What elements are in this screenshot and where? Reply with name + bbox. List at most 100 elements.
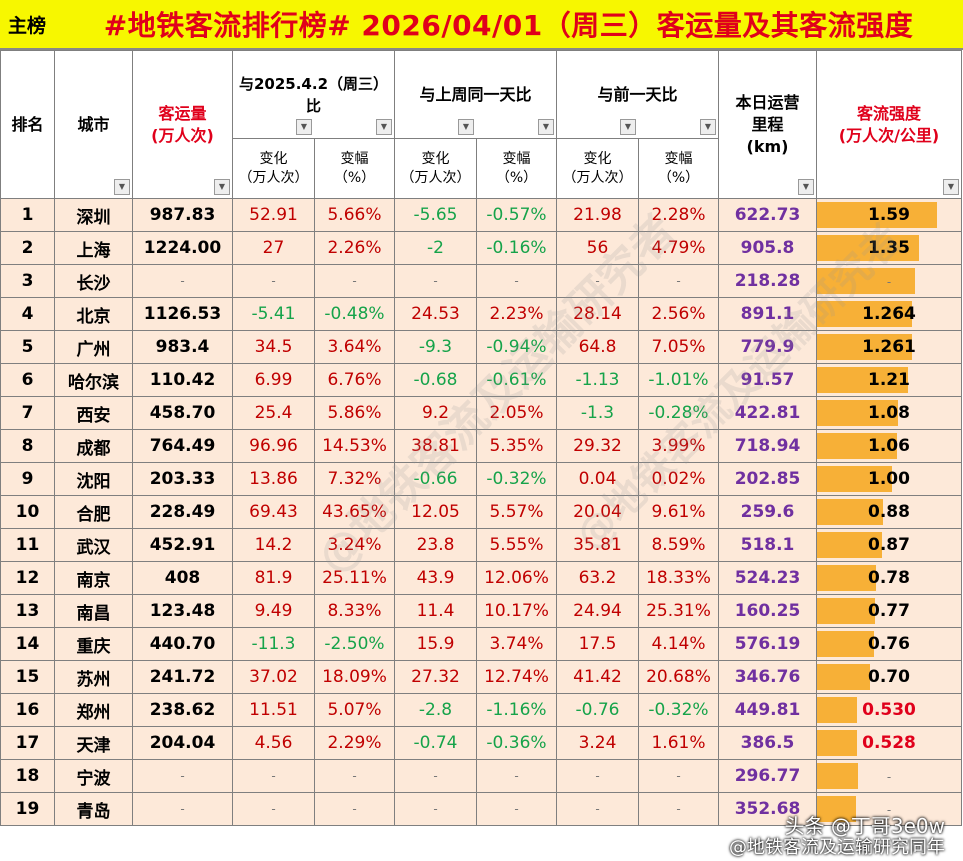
yoy-change-cell: -5.41 bbox=[232, 297, 315, 331]
title-bar: 主榜 #地铁客流排行榜# 2026/04/01（周三）客运量及其客流强度 bbox=[0, 0, 963, 50]
city-cell: 南昌 bbox=[54, 594, 133, 628]
subheader-change: 变化 （万人次） bbox=[556, 138, 639, 199]
filter-dropdown-icon[interactable]: ▼ bbox=[114, 179, 130, 195]
wow-change-cell: -0.74 bbox=[394, 726, 477, 760]
wow-change-cell: 24.53 bbox=[394, 297, 477, 331]
yoy-change-cell: - bbox=[232, 792, 315, 826]
mileage-cell: 524.23 bbox=[718, 561, 817, 595]
subheader-change: 变化 （万人次） bbox=[394, 138, 477, 199]
rank-cell: 10 bbox=[0, 495, 55, 529]
dod-pct-cell: - bbox=[638, 264, 719, 298]
mileage-cell: 386.5 bbox=[718, 726, 817, 760]
dod-pct-cell: - bbox=[638, 759, 719, 793]
city-cell: 重庆 bbox=[54, 627, 133, 661]
passengers-cell: 238.62 bbox=[132, 693, 233, 727]
wow-pct-cell: - bbox=[476, 759, 557, 793]
intensity-cell: 0.88 bbox=[816, 495, 962, 529]
table-row: 18 宁波 - - - - - - -296.77- bbox=[0, 759, 962, 793]
mileage-cell: 259.6 bbox=[718, 495, 817, 529]
rank-cell: 3 bbox=[0, 264, 55, 298]
table-row: 3 长沙 - - - - - - -218.28- bbox=[0, 264, 962, 298]
wow-pct-cell: -0.61% bbox=[476, 363, 557, 397]
passengers-cell: 123.48 bbox=[132, 594, 233, 628]
filter-dropdown-icon[interactable]: ▼ bbox=[458, 119, 474, 135]
intensity-value: 1.00 bbox=[868, 469, 910, 489]
filter-dropdown-icon[interactable]: ▼ bbox=[700, 119, 716, 135]
yoy-change-cell: 11.51 bbox=[232, 693, 315, 727]
yoy-pct-cell: 5.07% bbox=[314, 693, 395, 727]
dod-pct-cell: 2.28% bbox=[638, 198, 719, 232]
passengers-cell: 204.04 bbox=[132, 726, 233, 760]
wow-change-cell: 23.8 bbox=[394, 528, 477, 562]
dod-pct-cell: 4.14% bbox=[638, 627, 719, 661]
rank-cell: 7 bbox=[0, 396, 55, 430]
filter-dropdown-icon[interactable]: ▼ bbox=[538, 119, 554, 135]
rank-cell: 12 bbox=[0, 561, 55, 595]
city-cell: 武汉 bbox=[54, 528, 133, 562]
dod-pct-cell: 20.68% bbox=[638, 660, 719, 694]
ranking-table: 排名 城市 ▼ 客运量 (万人次) ▼ 与2025.4.2（周三） 比 ▼ ▼ 与上周同… bbox=[0, 50, 962, 826]
passengers-cell: 764.49 bbox=[132, 429, 233, 463]
table-row: 5 广州 983.4 34.5 3.64% -9.3 -0.94% 64.8 7.05% 779.… bbox=[0, 330, 962, 364]
table-row: 13 南昌 123.48 9.49 8.33% 11.4 10.17% 24.94 25.31%… bbox=[0, 594, 962, 628]
city-cell: 成都 bbox=[54, 429, 133, 463]
dod-pct-cell: 2.56% bbox=[638, 297, 719, 331]
header-mileage: 本日运营 里程 (km) ▼ bbox=[718, 50, 817, 199]
intensity-value: 0.528 bbox=[862, 733, 916, 753]
intensity-bar bbox=[817, 202, 937, 228]
footer-author: 头条 @丁哥3e0w bbox=[784, 814, 945, 838]
passengers-cell: 440.70 bbox=[132, 627, 233, 661]
filter-dropdown-icon[interactable]: ▼ bbox=[296, 119, 312, 135]
mileage-cell: 622.73 bbox=[718, 198, 817, 232]
intensity-bar bbox=[817, 763, 858, 789]
intensity-value: 1.08 bbox=[868, 403, 910, 423]
yoy-change-cell: - bbox=[232, 759, 315, 793]
mileage-cell: 422.81 bbox=[718, 396, 817, 430]
filter-dropdown-icon[interactable]: ▼ bbox=[798, 179, 814, 195]
yoy-change-cell: 81.9 bbox=[232, 561, 315, 595]
wow-change-cell: - bbox=[394, 264, 477, 298]
intensity-value: 1.261 bbox=[862, 337, 916, 357]
dod-pct-cell: -1.01% bbox=[638, 363, 719, 397]
filter-dropdown-icon[interactable]: ▼ bbox=[620, 119, 636, 135]
intensity-value: 1.264 bbox=[862, 304, 916, 324]
intensity-bar bbox=[817, 697, 857, 723]
city-cell: 哈尔滨 bbox=[54, 363, 133, 397]
yoy-pct-cell: 6.76% bbox=[314, 363, 395, 397]
intensity-value: 0.70 bbox=[868, 667, 910, 687]
intensity-bar bbox=[817, 730, 857, 756]
intensity-value: 0.88 bbox=[868, 502, 910, 522]
rank-cell: 19 bbox=[0, 792, 55, 826]
table-row: 1 深圳 987.83 52.91 5.66% -5.65 -0.57% 21.98 2.28%… bbox=[0, 198, 962, 232]
table-row: 14 重庆 440.70 -11.3 -2.50% 15.9 3.74% 17.5 4.14% 5… bbox=[0, 627, 962, 661]
dod-change-cell: 17.5 bbox=[556, 627, 639, 661]
yoy-pct-cell: -2.50% bbox=[314, 627, 395, 661]
mileage-cell: 218.28 bbox=[718, 264, 817, 298]
city-cell: 天津 bbox=[54, 726, 133, 760]
rank-cell: 6 bbox=[0, 363, 55, 397]
city-cell: 沈阳 bbox=[54, 462, 133, 496]
wow-pct-cell: - bbox=[476, 264, 557, 298]
filter-dropdown-icon[interactable]: ▼ bbox=[376, 119, 392, 135]
mileage-cell: 449.81 bbox=[718, 693, 817, 727]
mileage-cell: 518.1 bbox=[718, 528, 817, 562]
footer-source: @地铁客流及运输研究同年 bbox=[729, 837, 945, 858]
mileage-cell: 160.25 bbox=[718, 594, 817, 628]
yoy-change-cell: 9.49 bbox=[232, 594, 315, 628]
dod-pct-cell: 9.61% bbox=[638, 495, 719, 529]
rank-cell: 13 bbox=[0, 594, 55, 628]
city-cell: 西安 bbox=[54, 396, 133, 430]
rank-cell: 8 bbox=[0, 429, 55, 463]
wow-change-cell: -0.68 bbox=[394, 363, 477, 397]
dod-pct-cell: -0.32% bbox=[638, 693, 719, 727]
yoy-change-cell: 13.86 bbox=[232, 462, 315, 496]
wow-pct-cell: 3.74% bbox=[476, 627, 557, 661]
intensity-value: 0.87 bbox=[868, 535, 910, 555]
filter-dropdown-icon[interactable]: ▼ bbox=[214, 179, 230, 195]
intensity-value: - bbox=[886, 803, 892, 817]
intensity-cell: 0.77 bbox=[816, 594, 962, 628]
wow-change-cell: - bbox=[394, 759, 477, 793]
mileage-cell: 91.57 bbox=[718, 363, 817, 397]
filter-dropdown-icon[interactable]: ▼ bbox=[943, 179, 959, 195]
dod-change-cell: -1.3 bbox=[556, 396, 639, 430]
